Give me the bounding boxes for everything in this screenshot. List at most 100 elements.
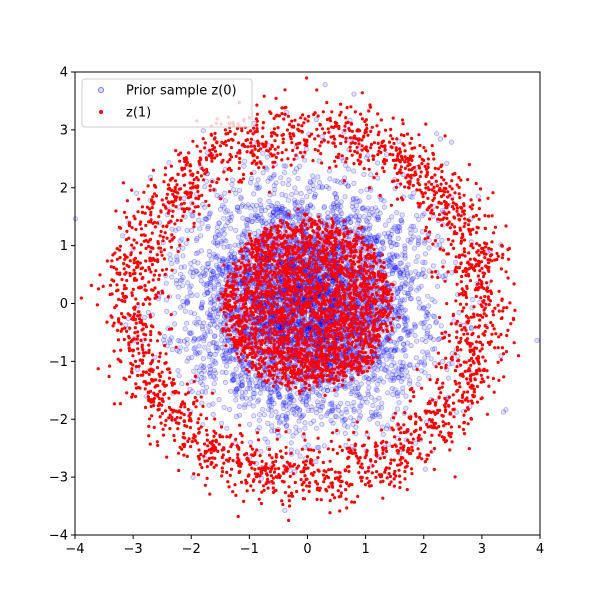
points-layer xyxy=(72,76,540,523)
prior-point xyxy=(402,321,408,327)
prior-point xyxy=(265,420,271,426)
prior-point xyxy=(394,210,400,216)
prior-point xyxy=(420,270,426,276)
prior-point xyxy=(236,234,242,240)
prior-point xyxy=(286,239,293,245)
prior-point xyxy=(250,403,256,409)
prior-point xyxy=(415,271,422,277)
prior-point xyxy=(354,389,361,396)
prior-point xyxy=(317,407,323,413)
prior-point xyxy=(406,290,412,297)
prior-point xyxy=(412,324,418,330)
prior-point xyxy=(215,310,222,317)
prior-point xyxy=(294,321,300,328)
prior-point xyxy=(406,332,412,338)
prior-point xyxy=(310,204,316,210)
prior-point xyxy=(120,233,126,239)
prior-point xyxy=(239,238,245,244)
prior-point xyxy=(401,327,407,333)
prior-point xyxy=(371,375,378,382)
prior-point xyxy=(175,294,181,300)
prior-point xyxy=(206,348,212,354)
prior-point xyxy=(397,335,404,341)
prior-point xyxy=(315,174,321,180)
prior-point xyxy=(172,321,178,327)
prior-point xyxy=(194,292,200,298)
prior-point xyxy=(196,343,202,349)
prior-point xyxy=(278,175,284,181)
prior-point xyxy=(276,420,282,426)
prior-point xyxy=(361,214,367,220)
prior-point xyxy=(243,373,249,379)
prior-point xyxy=(449,269,455,275)
prior-point xyxy=(248,395,254,402)
prior-point xyxy=(195,315,201,322)
prior-point xyxy=(210,318,216,324)
prior-point xyxy=(207,363,213,369)
prior-point xyxy=(299,200,305,206)
prior-point xyxy=(219,203,225,209)
prior-point xyxy=(395,289,401,295)
prior-point xyxy=(437,136,443,142)
prior-point xyxy=(193,237,199,243)
prior-point xyxy=(374,233,380,240)
prior-point xyxy=(211,298,217,304)
prior-point xyxy=(342,385,348,391)
prior-point xyxy=(394,406,401,412)
prior-point xyxy=(325,290,331,296)
prior-point xyxy=(428,356,434,362)
prior-point xyxy=(342,430,348,436)
prior-point xyxy=(297,203,303,209)
prior-point xyxy=(397,269,404,276)
prior-point xyxy=(405,262,411,268)
prior-point xyxy=(393,242,399,248)
prior-point xyxy=(332,178,338,184)
prior-point xyxy=(414,338,420,344)
prior-point xyxy=(198,233,204,239)
prior-point xyxy=(405,237,411,243)
prior-point xyxy=(190,273,196,279)
prior-point xyxy=(225,219,231,225)
prior-point xyxy=(269,265,275,271)
prior-point xyxy=(345,166,352,172)
prior-point xyxy=(162,333,168,340)
prior-point xyxy=(442,272,449,278)
prior-point xyxy=(312,303,318,309)
prior-point xyxy=(335,407,342,413)
prior-point xyxy=(350,200,356,206)
prior-point xyxy=(223,238,229,244)
prior-point xyxy=(252,207,258,213)
prior-point xyxy=(364,235,370,241)
prior-point xyxy=(391,262,397,269)
prior-point xyxy=(411,190,417,196)
prior-point xyxy=(298,396,304,402)
prior-point xyxy=(361,171,367,177)
prior-point xyxy=(379,239,385,246)
prior-point xyxy=(289,191,295,198)
prior-point xyxy=(338,180,344,186)
prior-point xyxy=(221,244,227,250)
prior-point xyxy=(391,339,397,345)
prior-point xyxy=(424,330,430,337)
prior-point xyxy=(257,378,263,385)
prior-point xyxy=(235,385,241,392)
prior-point xyxy=(378,246,384,252)
prior-point xyxy=(233,386,240,392)
prior-point xyxy=(281,170,288,176)
prior-point xyxy=(303,401,309,407)
prior-point xyxy=(448,139,455,145)
prior-point xyxy=(395,393,401,399)
prior-point xyxy=(319,134,325,140)
prior-point xyxy=(176,226,182,232)
prior-point xyxy=(356,213,363,219)
prior-point xyxy=(345,216,352,222)
prior-point xyxy=(229,248,235,254)
prior-point xyxy=(294,405,301,411)
prior-point xyxy=(179,381,185,387)
prior-point xyxy=(311,418,317,424)
prior-point xyxy=(432,299,438,305)
prior-point xyxy=(404,315,410,321)
prior-point xyxy=(389,385,395,392)
prior-point xyxy=(191,368,197,374)
